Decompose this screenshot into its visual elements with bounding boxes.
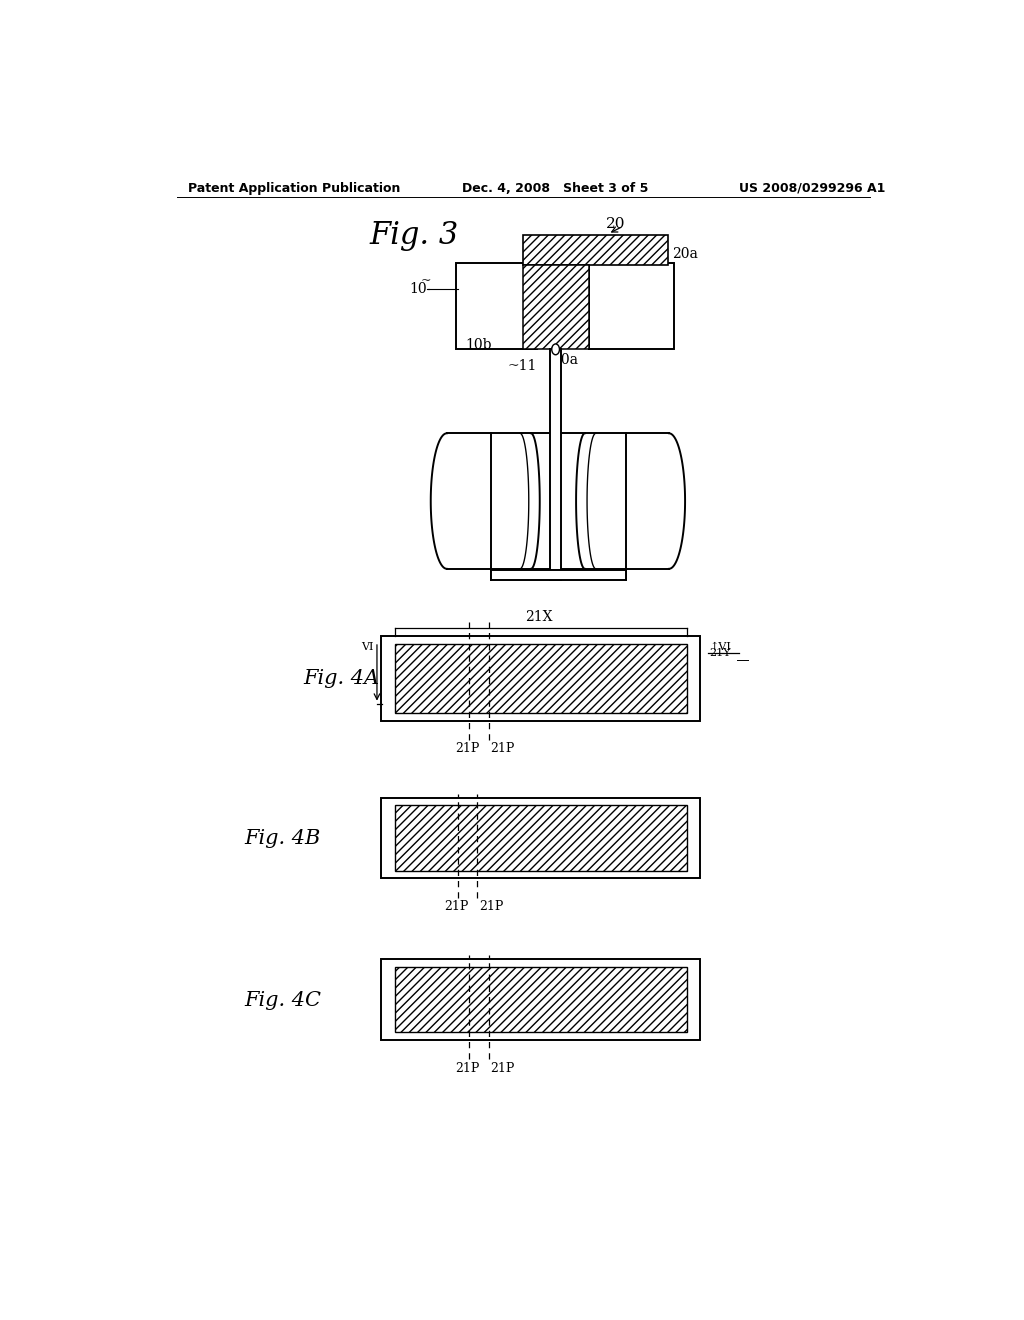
- Bar: [550, 350, 561, 581]
- Text: ~: ~: [421, 275, 431, 286]
- Bar: [523, 235, 668, 264]
- Text: 21P: 21P: [444, 900, 468, 913]
- Bar: [381, 636, 700, 721]
- Text: 20: 20: [605, 216, 625, 231]
- Text: ~11: ~11: [508, 359, 538, 372]
- Text: VI: VI: [361, 642, 374, 652]
- Bar: [394, 966, 686, 1032]
- Text: 21P: 21P: [490, 742, 515, 755]
- Bar: [381, 797, 700, 878]
- Bar: [394, 644, 686, 713]
- Text: 21P: 21P: [456, 742, 480, 755]
- Text: 21P: 21P: [456, 1061, 480, 1074]
- Text: 21P: 21P: [490, 1061, 515, 1074]
- Bar: [394, 805, 686, 871]
- Bar: [381, 960, 700, 1040]
- Bar: [457, 263, 538, 350]
- Text: ↑VI: ↑VI: [710, 642, 731, 652]
- Ellipse shape: [552, 345, 559, 355]
- Bar: [490, 570, 626, 581]
- Text: 10b: 10b: [466, 338, 492, 352]
- Text: Fig. 4A: Fig. 4A: [304, 669, 380, 688]
- Text: Fig. 3: Fig. 3: [370, 220, 459, 251]
- Text: 20a: 20a: [672, 247, 697, 261]
- Text: 21X: 21X: [525, 610, 552, 624]
- Text: Fig. 4B: Fig. 4B: [245, 829, 321, 847]
- Text: US 2008/0299296 A1: US 2008/0299296 A1: [739, 182, 885, 194]
- Bar: [523, 264, 590, 350]
- Text: 21Y: 21Y: [710, 648, 731, 657]
- Text: Fig. 4C: Fig. 4C: [245, 990, 322, 1010]
- Bar: [590, 263, 674, 350]
- Text: 10: 10: [410, 282, 427, 296]
- Text: Patent Application Publication: Patent Application Publication: [188, 182, 400, 194]
- Text: Dec. 4, 2008   Sheet 3 of 5: Dec. 4, 2008 Sheet 3 of 5: [462, 182, 648, 194]
- Text: 10a: 10a: [553, 354, 579, 367]
- Text: 21P: 21P: [479, 900, 503, 913]
